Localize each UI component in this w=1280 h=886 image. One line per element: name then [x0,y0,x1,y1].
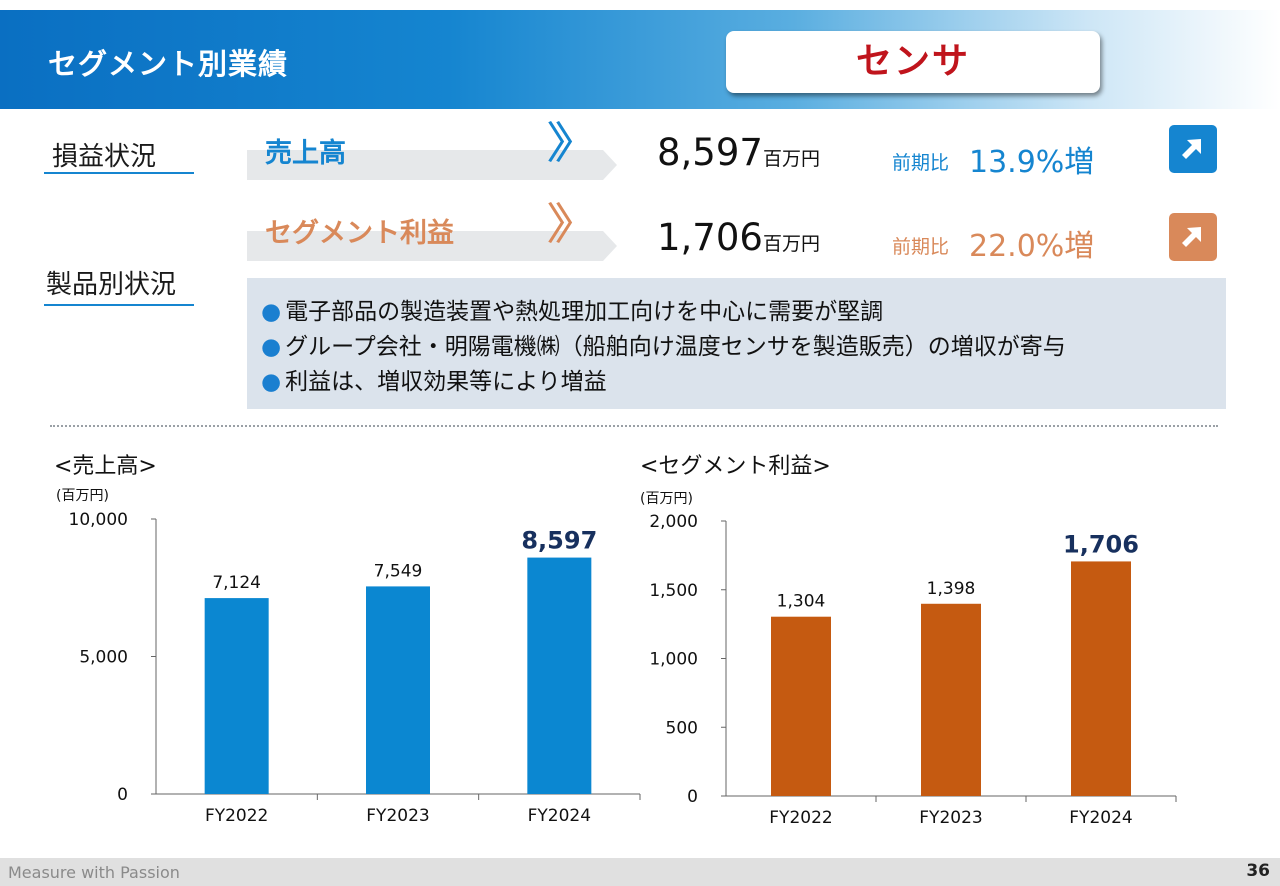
section-underline [44,172,194,174]
comment-item: ● 電子部品の製造装置や熱処理加工向けを中心に需要が堅調 [261,299,884,325]
bar [921,603,981,796]
segment-label-box: センサ [726,31,1100,93]
bar [771,616,831,796]
y-tick-label: 5,000 [79,648,128,668]
x-tick-label: FY2024 [1069,808,1132,828]
data-label: 1,304 [777,592,826,612]
data-label-highlight: 8,597 [521,527,597,555]
comment-item: ● 利益は、増収効果等により増益 [261,369,607,395]
chart-title-sales: <売上高> [54,454,157,479]
up-right-arrow-icon [1169,125,1217,173]
section-underline [44,304,194,306]
section-label-performance: 損益状況 [52,142,157,172]
chart-unit-sales: (百万円) [56,488,109,504]
bar [204,598,269,794]
sales-bar-chart: 0 5,000 10,000 7,124 FY2022 7,549 FY2023 8,597 F… [69,510,641,826]
metric-band-profit [247,231,617,261]
metric-band-sales [247,150,617,180]
x-tick-label: FY2023 [919,808,982,828]
x-tick-label: FY2022 [769,808,832,828]
footer: Measure with Passion 36 [0,858,1280,886]
yoy-value-profit: 22.0%増 [969,229,1095,264]
metric-label-sales: 売上高 [265,138,346,169]
page-number: 36 [1246,861,1270,881]
footer-tagline: Measure with Passion [8,863,180,882]
bar [527,557,592,794]
page-title: セグメント別業績 [48,47,289,81]
y-tick-label: 500 [666,718,698,738]
metric-value-sales: 8,597百万円 [657,131,820,174]
chart-title-profit: <セグメント利益> [640,454,831,479]
yoy-label-sales: 前期比 [892,152,950,174]
header-bar: セグメント別業績 センサ [0,10,1280,109]
metric-unit: 百万円 [762,233,820,255]
y-tick-label: 2,000 [649,512,698,532]
metric-unit: 百万円 [762,148,820,170]
y-tick-label: 1,000 [649,650,698,670]
metric-value-profit: 1,706百万円 [657,216,820,259]
y-tick-label: 0 [687,787,698,807]
x-tick-label: FY2022 [205,806,268,826]
metric-label-profit: セグメント利益 [265,218,454,249]
profit-bar-chart: 0 500 1,000 1,500 2,000 1,304 FY2022 1,398 FY202… [649,512,1177,828]
section-label-products: 製品別状況 [46,270,177,300]
data-label-highlight: 1,706 [1063,530,1139,558]
chart-unit-profit: (百万円) [640,491,693,507]
bar [1071,561,1131,796]
x-tick-label: FY2024 [528,806,591,826]
y-tick-label: 0 [117,785,128,805]
data-label: 7,549 [374,561,423,581]
data-label: 1,398 [927,579,976,599]
yoy-value-sales: 13.9%増 [969,145,1095,180]
data-label: 7,124 [212,573,261,593]
bar [366,586,430,794]
comment-item: ● グループ会社・明陽電機㈱（船舶向け温度センサを製造販売）の増収が寄与 [261,334,1066,360]
y-tick-label: 10,000 [69,510,128,530]
up-right-arrow-icon [1169,213,1217,261]
segment-name: センサ [855,41,970,82]
product-comment-box: ● 電子部品の製造装置や熱処理加工向けを中心に需要が堅調 ● グループ会社・明陽電機… [247,278,1226,409]
divider [50,425,1218,427]
y-tick-label: 1,500 [649,581,698,601]
yoy-label-profit: 前期比 [892,236,950,258]
x-tick-label: FY2023 [366,806,429,826]
